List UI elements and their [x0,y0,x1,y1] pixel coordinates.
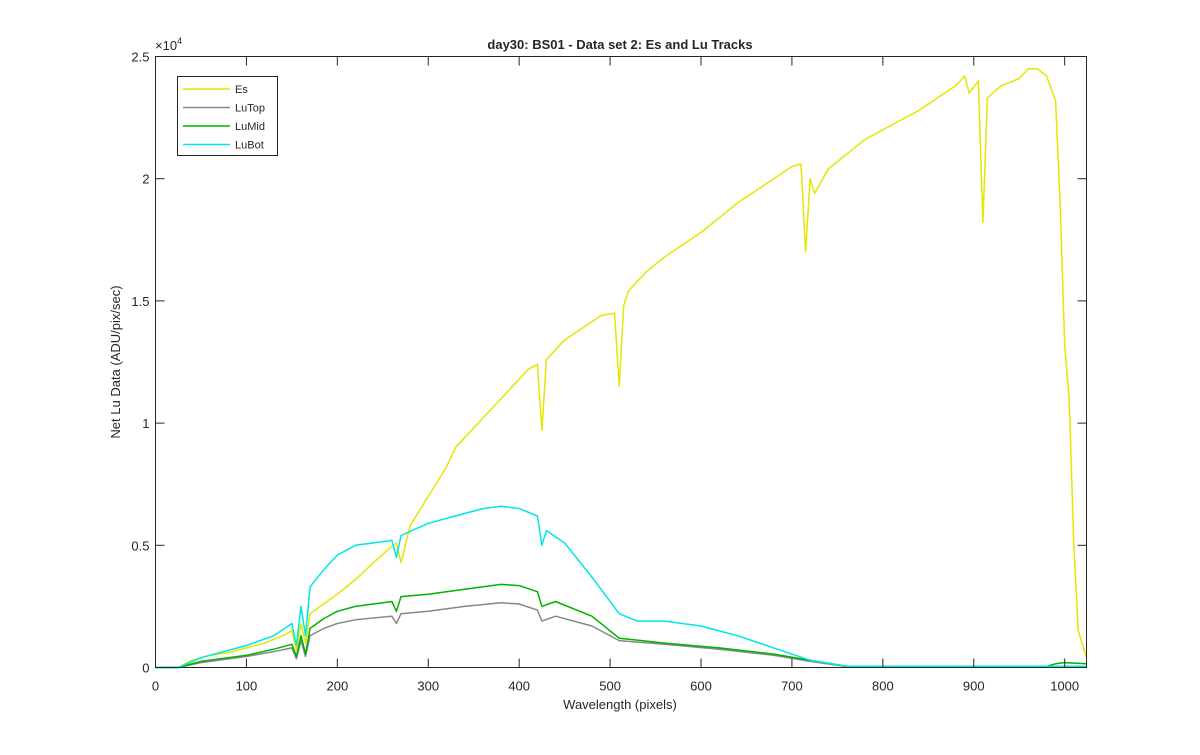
x-tick-label: 900 [963,679,985,694]
x-tick-label: 700 [781,679,803,694]
y-tick-label: 2.5 [131,50,149,65]
x-tick-label: 600 [690,679,712,694]
x-tick-label: 0 [152,679,159,694]
legend-label-lumid: LuMid [235,121,265,133]
series-line-lutop [155,601,1087,669]
y-tick-label: 2 [142,172,149,187]
y-tick-label: 0.5 [131,538,149,553]
plot-lines [155,67,1088,669]
y-exponent-base: ×10 [155,38,177,53]
plot-area-frame [155,56,1087,668]
x-tick-label: 100 [236,679,258,694]
series-line-lumid [155,583,1087,669]
x-tick-label: 400 [508,679,530,694]
x-tick-label: 1000 [1050,679,1079,694]
y-exponent-power: 4 [177,36,182,46]
x-tick-label: 800 [872,679,894,694]
legend-items: Es LuTop LuMid LuBot [183,84,265,152]
x-tick-label: 500 [599,679,621,694]
legend: Es LuTop LuMid LuBot [177,76,278,156]
y-tick-label: 1.5 [131,294,149,309]
x-tick-label: 200 [326,679,348,694]
series-line-lubot [155,505,1087,669]
y-axis-label: Net Lu Data (ADU/pix/sec) [108,285,123,438]
legend-label-lubot: LuBot [235,140,264,152]
legend-label-lutop: LuTop [235,103,265,115]
x-tick-label: 300 [417,679,439,694]
y-exponent-label: ×104 [155,36,182,53]
y-tick-label: 0 [142,661,149,676]
y-tick-label: 1 [142,416,149,431]
legend-label-es: Es [235,84,248,96]
x-axis-label: Wavelength (pixels) [563,697,677,712]
x-axis: 0 100 200 300 400 500 600 700 800 900 1000 [152,56,1079,694]
series-line-es [155,67,1088,669]
y-axis: 0 0.5 1 1.5 2 2.5 [131,50,1087,676]
chart-title: day30: BS01 - Data set 2: Es and Lu Trac… [487,37,752,52]
